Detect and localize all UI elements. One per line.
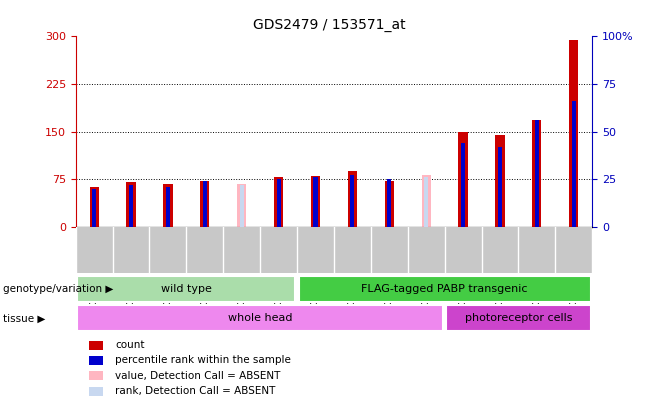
Bar — [495, 135, 505, 227]
Bar — [535, 120, 539, 227]
Text: value, Detection Call = ABSENT: value, Detection Call = ABSENT — [115, 371, 280, 381]
Bar — [498, 147, 502, 227]
Bar — [459, 132, 468, 227]
Bar — [276, 179, 281, 227]
Bar — [446, 305, 591, 331]
Bar — [313, 177, 318, 227]
Text: percentile rank within the sample: percentile rank within the sample — [115, 356, 291, 365]
Bar — [237, 183, 246, 227]
Bar — [203, 181, 207, 227]
Bar — [299, 276, 591, 302]
Bar — [129, 185, 133, 227]
Bar — [77, 305, 443, 331]
Text: whole head: whole head — [228, 313, 292, 323]
Text: wild type: wild type — [161, 284, 212, 294]
Bar — [385, 181, 394, 227]
Bar — [89, 187, 99, 227]
Bar — [166, 187, 170, 227]
Bar — [532, 120, 542, 227]
Bar — [240, 185, 243, 227]
Bar — [569, 40, 578, 227]
Bar — [163, 183, 172, 227]
Text: count: count — [115, 340, 145, 350]
Bar — [424, 177, 428, 227]
Bar — [348, 171, 357, 227]
Bar — [274, 177, 283, 227]
Bar — [572, 101, 576, 227]
Bar — [77, 276, 295, 302]
Text: GDS2479 / 153571_at: GDS2479 / 153571_at — [253, 18, 405, 32]
Bar — [126, 182, 136, 227]
Bar — [461, 143, 465, 227]
Text: tissue ▶: tissue ▶ — [3, 313, 45, 323]
Bar — [387, 179, 392, 227]
Text: FLAG-tagged PABP transgenic: FLAG-tagged PABP transgenic — [361, 284, 528, 294]
Text: rank, Detection Call = ABSENT: rank, Detection Call = ABSENT — [115, 386, 276, 396]
Bar — [311, 176, 320, 227]
Text: photoreceptor cells: photoreceptor cells — [465, 313, 572, 323]
Text: genotype/variation ▶: genotype/variation ▶ — [3, 284, 114, 294]
Bar — [422, 175, 431, 227]
Bar — [92, 189, 96, 227]
Bar — [200, 181, 209, 227]
Bar — [350, 175, 355, 227]
